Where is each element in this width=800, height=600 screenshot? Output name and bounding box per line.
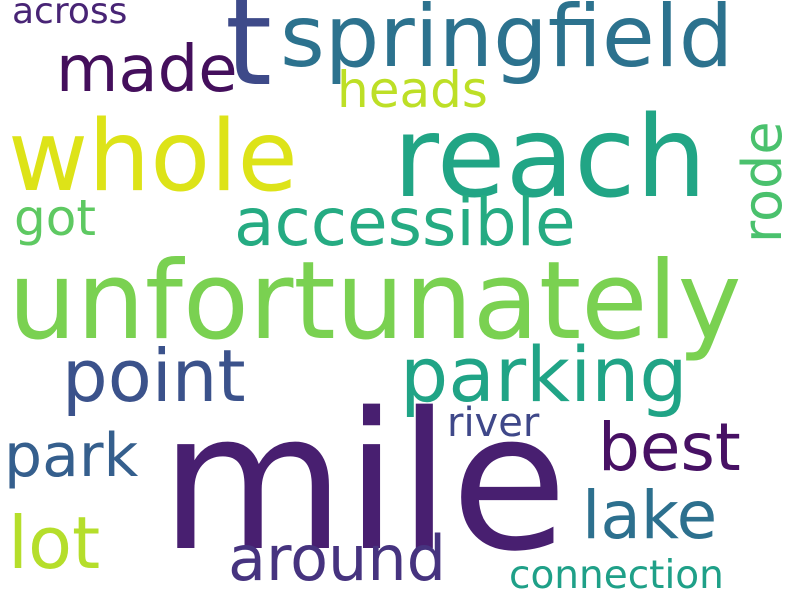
word-whole: whole — [8, 100, 298, 214]
word-best: best — [598, 409, 741, 486]
word-rode: rode — [731, 121, 794, 243]
word-made: made — [56, 33, 238, 107]
word-accessible: accessible — [234, 184, 576, 261]
word-across: across — [12, 0, 128, 32]
word-t: t — [225, 0, 273, 113]
word-heads: heads — [337, 61, 488, 119]
word-unfortunately: unfortunately — [8, 239, 742, 364]
word-got: got — [14, 189, 96, 247]
word-point: point — [62, 334, 246, 418]
word-mile: mile — [160, 372, 568, 593]
word-reach: reach — [393, 93, 707, 223]
word-connection: connection — [509, 553, 724, 598]
word-parking: parking — [400, 330, 688, 419]
word-lot: lot — [8, 501, 101, 585]
word-lake: lake — [582, 477, 718, 554]
word-river: river — [447, 400, 540, 446]
word-springfield: springfield — [280, 0, 734, 87]
word-around: around — [228, 522, 446, 595]
word-park: park — [4, 421, 139, 491]
